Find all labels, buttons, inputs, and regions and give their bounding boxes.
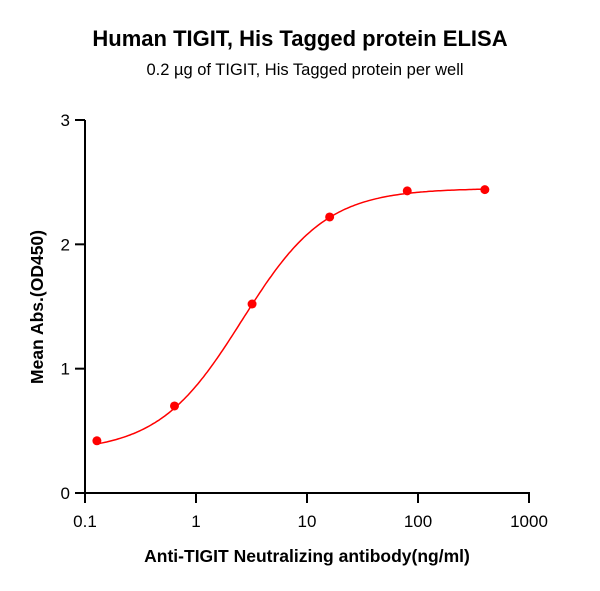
data-point [169,401,179,411]
y-tick-label: 1 [61,360,70,379]
data-point [402,186,412,196]
x-axis-title: Anti-TIGIT Neutralizing antibody(ng/ml) [144,546,470,566]
y-axis: 0 1 2 3 [61,111,86,503]
data-point [247,299,257,309]
y-tick-label: 3 [61,111,70,130]
chart-title: Human TIGIT, His Tagged protein ELISA [92,26,508,51]
x-tick-label: 100 [404,512,432,531]
y-tick-label: 0 [61,484,70,503]
x-axis: 0.1 1 10 100 1000 [73,492,548,531]
x-tick-label: 0.1 [73,512,97,531]
x-tick-label: 1 [191,512,200,531]
fit-curve [96,188,485,445]
y-axis-title: Mean Abs.(OD450) [27,230,47,384]
x-tick-label: 1000 [510,512,548,531]
data-point [480,185,490,195]
data-point [325,212,335,222]
y-tick-label: 2 [61,235,70,254]
chart-subtitle: 0.2 µg of TIGIT, His Tagged protein per … [146,61,464,79]
data-points [92,185,490,446]
data-point [92,436,102,446]
x-tick-label: 10 [298,512,317,531]
